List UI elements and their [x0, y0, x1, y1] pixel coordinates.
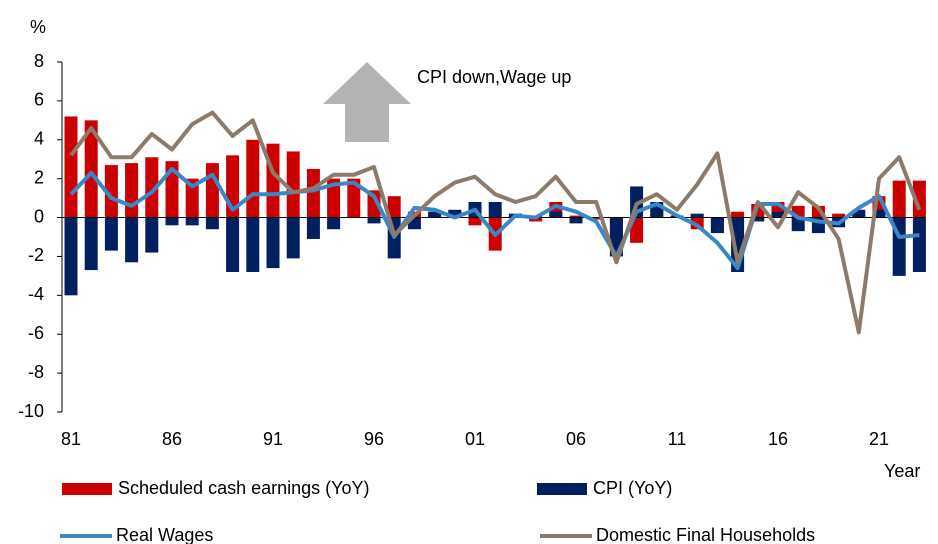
bar	[791, 217, 805, 232]
bar	[84, 120, 98, 218]
bar	[145, 217, 159, 253]
bar	[690, 213, 704, 218]
bar	[630, 217, 644, 243]
y-tick-label: -10	[18, 401, 44, 421]
legend-label: Domestic Final Households	[596, 525, 815, 544]
y-tick-label: -2	[28, 245, 44, 265]
bar	[145, 157, 159, 218]
bar	[64, 116, 78, 218]
x-tick-label: 86	[162, 429, 182, 449]
bar	[448, 209, 462, 218]
bar	[832, 213, 846, 218]
bar	[266, 217, 280, 269]
legend-label: CPI (YoY)	[593, 478, 672, 498]
bar	[286, 217, 300, 259]
x-tick-label: 21	[869, 429, 889, 449]
legend-swatch	[537, 483, 587, 495]
bar	[286, 151, 300, 218]
bar	[428, 211, 442, 218]
bar	[751, 217, 765, 222]
x-tick-label: 91	[263, 429, 283, 449]
bar	[306, 168, 320, 218]
bar	[246, 139, 260, 218]
x-axis-label: Year	[884, 461, 920, 481]
bar	[710, 217, 724, 234]
bar	[246, 217, 260, 272]
annotation: CPI down,Wage up	[417, 67, 571, 87]
bar	[185, 178, 199, 218]
bar	[771, 211, 785, 218]
line	[69, 166, 920, 271]
y-tick-label: -4	[28, 284, 44, 304]
bar	[811, 205, 825, 218]
bar	[347, 178, 361, 218]
bar	[468, 217, 482, 226]
y-tick-label: -8	[28, 362, 44, 382]
bar	[306, 217, 320, 239]
bar	[872, 209, 886, 218]
bar	[165, 217, 179, 226]
x-tick-label: 81	[61, 429, 81, 449]
x-tick-label: 01	[465, 429, 485, 449]
bar	[852, 209, 866, 218]
bar	[791, 205, 805, 218]
bar	[569, 215, 583, 218]
bar	[569, 217, 583, 224]
bar	[589, 217, 603, 220]
bar	[387, 196, 401, 218]
y-tick-label: 2	[34, 167, 44, 187]
bar	[185, 217, 199, 226]
bar	[125, 217, 139, 263]
bar	[407, 217, 421, 230]
bar	[731, 211, 745, 218]
bar	[367, 217, 381, 224]
x-tick-label: 96	[364, 429, 384, 449]
bar	[104, 165, 118, 218]
bar	[125, 163, 139, 218]
bar	[912, 180, 926, 218]
legend-swatch	[62, 483, 112, 495]
bar	[266, 143, 280, 218]
bar	[104, 217, 118, 251]
legend-label: Real Wages	[116, 525, 213, 544]
bar	[912, 217, 926, 272]
bar	[205, 217, 219, 230]
x-tick-label: 06	[566, 429, 586, 449]
y-axis-label: %	[30, 17, 46, 37]
bar	[327, 178, 341, 218]
bar	[226, 217, 240, 272]
annotation-arrow	[323, 62, 411, 142]
y-tick-label: -6	[28, 323, 44, 343]
bar	[327, 217, 341, 230]
bar	[892, 180, 906, 218]
bar	[488, 202, 502, 218]
bar	[64, 217, 78, 296]
legend-label: Scheduled cash earnings (YoY)	[118, 478, 370, 498]
x-tick-label: 11	[668, 429, 687, 449]
x-tick-label: 16	[768, 429, 788, 449]
y-tick-label: 0	[34, 206, 44, 226]
y-tick-label: 8	[34, 51, 44, 71]
y-tick-label: 6	[34, 90, 44, 110]
line	[69, 110, 922, 335]
bar	[205, 163, 219, 218]
y-tick-label: 4	[34, 129, 44, 149]
bar	[84, 217, 98, 271]
bar	[367, 190, 381, 218]
bar	[549, 211, 563, 218]
